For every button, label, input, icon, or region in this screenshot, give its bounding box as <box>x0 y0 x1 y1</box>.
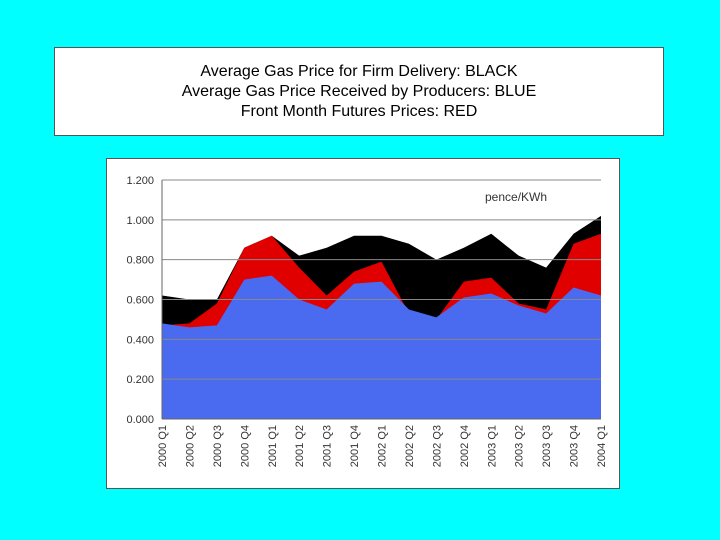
y-tick-label: 0.000 <box>126 414 154 426</box>
x-tick-label: 2001 Q4 <box>349 425 361 467</box>
y-tick-label: 1.000 <box>126 215 154 227</box>
y-tick-label: 0.400 <box>126 334 154 346</box>
x-tick-label: 2000 Q4 <box>239 425 251 467</box>
x-tick-label: 2003 Q1 <box>486 425 498 467</box>
x-tick-label: 2003 Q3 <box>541 425 553 467</box>
x-tick-label: 2001 Q2 <box>294 425 306 467</box>
legend-line-red: Front Month Futures Prices: RED <box>240 102 478 120</box>
x-tick-label: 2000 Q2 <box>184 425 196 467</box>
y-tick-label: 0.200 <box>126 374 154 386</box>
x-tick-label: 2000 Q3 <box>212 425 224 467</box>
chart-frame: 0.000 0.200 0.400 0.600 0.800 1.000 1.200 2000 … <box>106 158 620 489</box>
legend-line-black: Average Gas Price for Firm Delivery: BLA… <box>200 62 518 80</box>
x-tick-label: 2002 Q2 <box>404 425 416 467</box>
x-tick-label: 2001 Q1 <box>267 425 279 467</box>
y-tick-label: 0.800 <box>126 255 154 267</box>
x-tick-label: 2001 Q3 <box>322 425 334 467</box>
legend-box: Average Gas Price for Firm Delivery: BLA… <box>54 47 664 136</box>
x-tick-label: 2004 Q1 <box>596 425 608 467</box>
y-tick-label: 0.600 <box>126 295 154 307</box>
x-tick-label: 2003 Q4 <box>569 425 581 467</box>
x-tick-label: 2000 Q1 <box>157 425 169 467</box>
y-tick-label: 1.200 <box>126 175 154 187</box>
area-producers <box>162 275 601 419</box>
x-tick-label: 2002 Q3 <box>431 425 443 467</box>
x-tick-label: 2002 Q1 <box>377 425 389 467</box>
unit-label: pence/KWh <box>485 190 547 204</box>
area-chart: 0.000 0.200 0.400 0.600 0.800 1.000 1.200 2000 … <box>126 175 608 467</box>
legend-line-blue: Average Gas Price Received by Producers:… <box>181 82 537 100</box>
x-tick-label: 2002 Q4 <box>459 425 471 467</box>
x-tick-label: 2003 Q2 <box>514 425 526 467</box>
